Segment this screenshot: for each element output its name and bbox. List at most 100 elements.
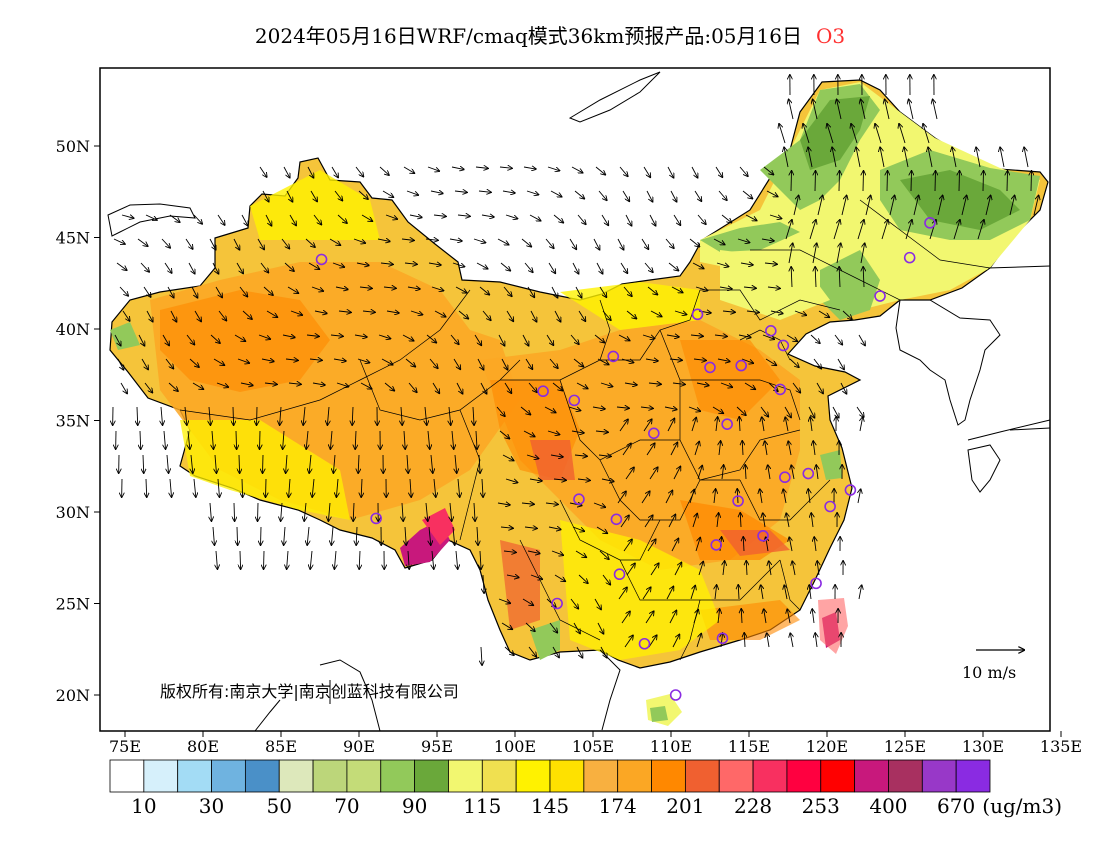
legend-label: 228 <box>734 794 772 818</box>
wind-arrow <box>334 550 336 569</box>
legend-unit: (ug/m3) <box>982 794 1062 818</box>
wind-arrow <box>665 491 672 504</box>
wind-arrow <box>113 238 125 244</box>
wind-arrow <box>670 443 677 456</box>
wind-arrow <box>212 430 213 449</box>
wind-arrow <box>600 382 612 387</box>
wind-arrow <box>144 382 152 392</box>
wind-arrow <box>834 334 842 345</box>
wind-arrow <box>719 441 721 456</box>
wind-arrow <box>666 335 679 337</box>
wind-arrow <box>331 166 338 177</box>
wind-arrow <box>408 550 409 569</box>
wind-arrow <box>500 527 513 528</box>
wind-arrow <box>185 238 193 249</box>
wind-arrow <box>673 467 680 480</box>
wind-arrow <box>576 382 588 389</box>
station-marker <box>648 427 660 440</box>
wind-arrow <box>458 478 460 497</box>
wind-arrow <box>640 407 653 408</box>
wind-arrow <box>306 335 319 336</box>
wind-arrow <box>545 238 554 248</box>
wind-arrow <box>813 441 815 456</box>
wind-arrow <box>669 611 676 624</box>
wind-arrow <box>209 238 216 250</box>
wind-arrow <box>833 220 840 240</box>
wind-arrow <box>360 382 372 389</box>
wind-arrow <box>458 310 468 319</box>
lat-tick-label: 40N <box>56 320 90 339</box>
wind-arrow <box>602 574 610 585</box>
station-marker <box>704 361 716 374</box>
station-marker <box>924 217 936 229</box>
wind-arrow <box>644 262 653 272</box>
wind-arrow <box>764 609 766 624</box>
station-marker <box>669 689 682 701</box>
wind-arrow <box>529 214 541 221</box>
wind-arrow <box>572 262 579 274</box>
wind-arrow <box>791 465 794 480</box>
wind-arrow <box>714 489 716 504</box>
wind-arrow <box>313 214 321 224</box>
wind-arrow <box>217 214 225 225</box>
wind-arrow <box>501 358 508 370</box>
wind-arrow <box>786 513 789 528</box>
wind-arrow <box>218 310 226 320</box>
wind-arrow <box>620 262 627 273</box>
wind-arrow <box>282 335 295 337</box>
wind-arrow <box>642 334 654 339</box>
wind-arrow <box>525 622 535 631</box>
wind-arrow <box>571 431 584 433</box>
wind-arrow <box>409 215 422 217</box>
wind-arrow <box>406 190 418 195</box>
lat-tick-label: 50N <box>56 137 90 156</box>
wind-arrow <box>261 359 274 361</box>
wind-arrow <box>475 167 488 168</box>
wind-arrow <box>793 196 799 216</box>
wind-arrow <box>479 454 480 473</box>
wind-arrow <box>550 190 562 197</box>
wind-arrow <box>266 310 277 317</box>
wind-arrow <box>674 563 681 576</box>
wind-arrow <box>386 311 399 313</box>
wind-arrow <box>913 196 919 216</box>
wind-arrow <box>889 196 895 216</box>
station-marker <box>774 383 787 396</box>
wind-arrow <box>815 267 816 288</box>
wind-arrow <box>551 286 558 298</box>
wind-arrow <box>358 454 359 473</box>
wind-arrow <box>265 214 271 226</box>
wind-arrow <box>887 171 888 192</box>
wind-arrow <box>327 406 329 425</box>
wind-arrow <box>233 406 234 425</box>
wind-arrow <box>523 430 535 437</box>
wind-arrow <box>408 382 417 392</box>
wind-arrow <box>168 382 178 391</box>
legend-label: 670 <box>937 794 975 818</box>
wind-arrow <box>863 171 864 192</box>
admin-boundaries <box>179 199 991 661</box>
wind-arrow <box>284 262 294 271</box>
legend-swatch <box>143 759 179 793</box>
wind-arrow <box>694 190 701 201</box>
species-label: O3 <box>815 24 846 48</box>
wind-arrow <box>165 358 173 368</box>
wind-arrow <box>146 310 153 322</box>
station-marker <box>613 568 626 581</box>
wind-arrow <box>622 190 629 201</box>
wind-arrow <box>787 609 790 624</box>
wind-arrow <box>331 526 333 545</box>
wind-arrow <box>237 526 238 545</box>
wind-arrow <box>210 334 220 343</box>
wind-arrow <box>763 166 773 175</box>
wind-arrow <box>718 190 727 200</box>
wind-arrow <box>619 419 628 432</box>
wind-arrow <box>690 586 695 600</box>
wind-arrow <box>597 622 603 634</box>
wind-arrow <box>497 503 510 505</box>
wind-arrow <box>355 430 356 449</box>
wind-arrow <box>716 417 718 432</box>
wind-arrow <box>851 124 858 144</box>
wind-arrow <box>744 382 755 389</box>
wind-arrow <box>595 166 605 175</box>
